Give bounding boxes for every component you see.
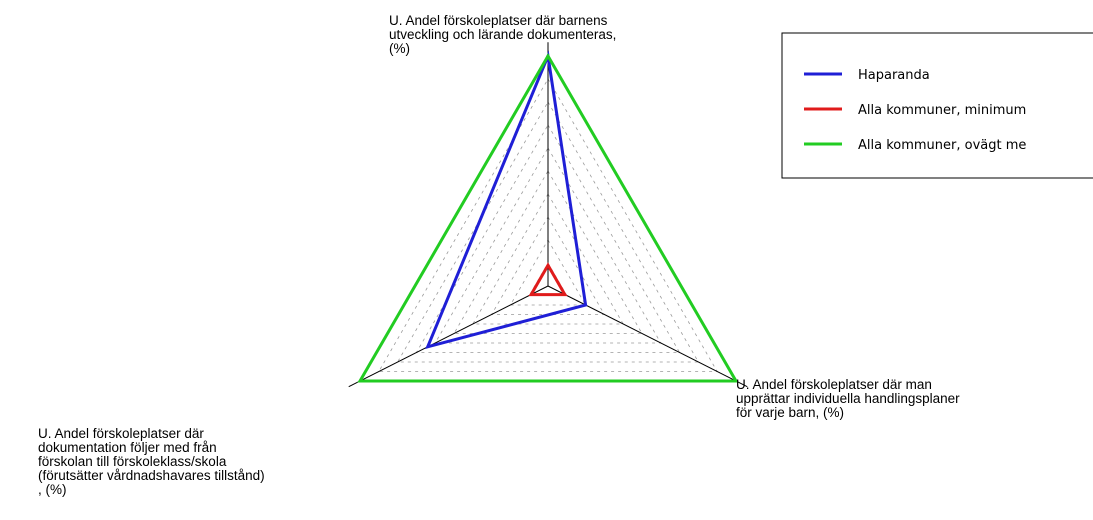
legend-box (781, 32, 1093, 179)
axis-label-line: U. Andel förskoleplatser där man (736, 377, 932, 392)
axis-label-line: U. Andel förskoleplatser där (38, 426, 204, 441)
radar-series (357, 50, 739, 383)
axis-label: U. Andel förskoleplatser där man upprätta… (736, 377, 960, 420)
axis-label-line: (%) (389, 41, 410, 56)
series-polygon (528, 262, 568, 297)
legend-label: Alla kommuner, minimum (858, 103, 1026, 118)
axis-line (547, 285, 748, 388)
radar-axes (348, 42, 748, 388)
grid-ring (396, 101, 700, 363)
axis-label-line: dokumentation följer med från (38, 440, 217, 455)
axis-label-line: , (%) (38, 482, 67, 497)
legend: Haparanda Alla kommuner, minimum Alla komm… (781, 32, 1093, 179)
grid-ring (378, 78, 718, 372)
axis-labels: U. Andel förskoleplatser där barnens utve… (38, 13, 960, 497)
axis-label-line: upprättar individuella handlingsplaner (736, 391, 960, 406)
axis-label-line: för varje barn, (%) (736, 405, 844, 420)
axis-label: U. Andel förskoleplatser där barnens utve… (389, 13, 616, 56)
grid-ring (472, 193, 624, 325)
grid-ring (509, 239, 587, 306)
grid-ring (415, 124, 681, 353)
series-polygon (425, 50, 588, 350)
radar-grid (378, 78, 718, 372)
axis-label-line: U. Andel förskoleplatser där barnens (389, 13, 608, 28)
series-polygon (357, 53, 739, 383)
axis-label-line: (förutsätter vårdnadshavares tillstånd) (38, 468, 265, 483)
legend-label: Alla kommuner, ovägt me (858, 138, 1026, 153)
axis-line (348, 285, 549, 388)
grid-ring (434, 147, 662, 344)
axis-label-line: utveckling och lärande dokumenteras, (389, 27, 616, 42)
grid-ring (453, 170, 643, 334)
axis-label: U. Andel förskoleplatser där dokumentatio… (38, 426, 265, 497)
legend-label: Haparanda (858, 68, 930, 83)
axis-label-line: förskolan till förskoleklass/skola (38, 454, 227, 469)
